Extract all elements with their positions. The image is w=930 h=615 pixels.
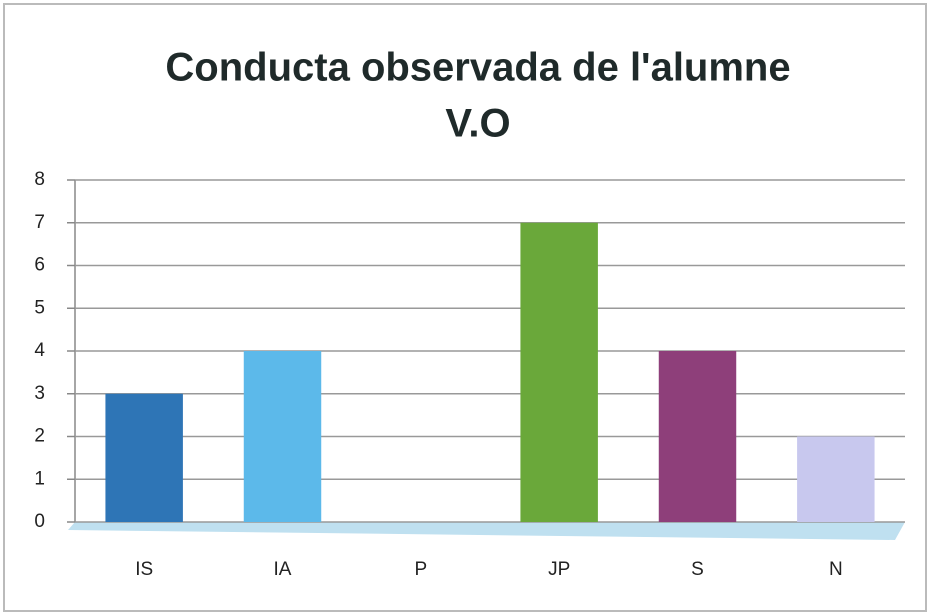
y-tick-label: 5 — [34, 297, 45, 318]
x-tick-label: IS — [135, 559, 153, 580]
y-tick-label: 8 — [34, 169, 45, 190]
x-tick-label: S — [691, 559, 704, 580]
chart-title: V.O — [445, 102, 510, 146]
x-tick-label: N — [829, 559, 843, 580]
y-tick-label: 7 — [34, 212, 45, 233]
y-tick-label: 0 — [34, 511, 45, 532]
bar — [243, 351, 322, 522]
y-tick-label: 2 — [34, 426, 45, 447]
y-tick-label: 1 — [34, 468, 45, 489]
y-tick-label: 4 — [34, 340, 45, 361]
bar — [520, 222, 598, 522]
bar — [797, 436, 875, 522]
chart-title: Conducta observada de l'alumne — [165, 46, 790, 90]
y-tick-label: 3 — [34, 383, 45, 404]
chart-floor — [68, 522, 905, 540]
x-tick-label: JP — [548, 559, 570, 580]
x-tick-label: IA — [274, 559, 292, 580]
x-tick-label: P — [414, 559, 427, 580]
bar — [105, 393, 183, 522]
bar — [658, 351, 737, 522]
y-tick-label: 6 — [34, 255, 45, 276]
